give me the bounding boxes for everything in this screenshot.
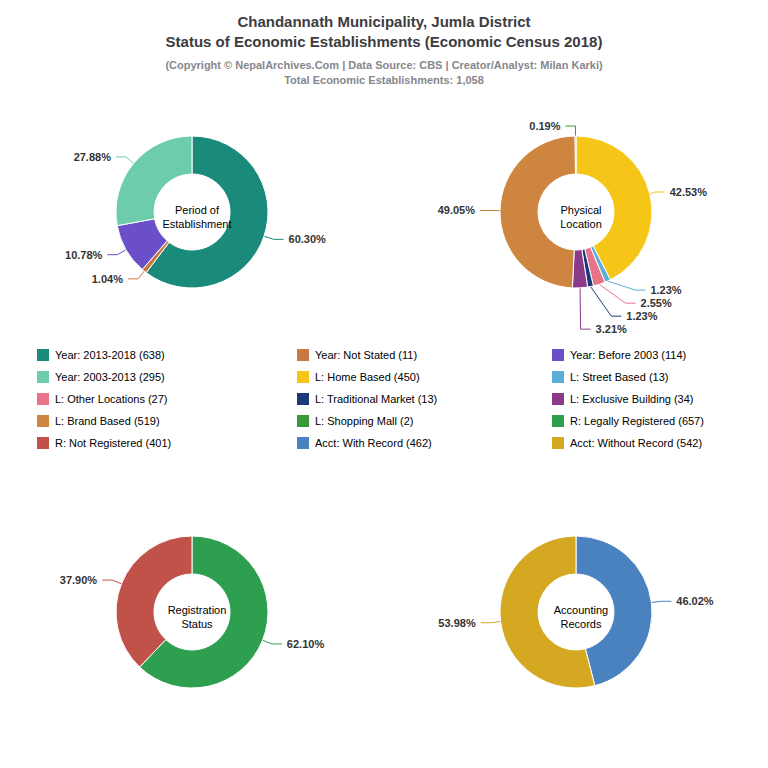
svg-text:Registration: Registration: [168, 604, 227, 616]
svg-text:Location: Location: [560, 218, 602, 230]
svg-text:1.23%: 1.23%: [626, 310, 657, 322]
svg-text:49.05%: 49.05%: [438, 204, 476, 216]
svg-text:Year: Not Stated (11): Year: Not Stated (11): [315, 349, 417, 361]
svg-text:L: Traditional Market (13): L: Traditional Market (13): [315, 393, 437, 405]
svg-text:(Copyright © NepalArchives.Com: (Copyright © NepalArchives.Com | Data So…: [165, 59, 603, 71]
svg-text:Year: 2003-2013 (295): Year: 2003-2013 (295): [55, 371, 165, 383]
svg-text:53.98%: 53.98%: [438, 617, 476, 629]
svg-text:10.78%: 10.78%: [65, 249, 103, 261]
svg-text:3.21%: 3.21%: [596, 323, 627, 335]
svg-text:L: Other Locations (27): L: Other Locations (27): [55, 393, 168, 405]
svg-text:1.04%: 1.04%: [92, 273, 123, 285]
svg-text:0.19%: 0.19%: [529, 120, 560, 132]
svg-text:42.53%: 42.53%: [670, 186, 708, 198]
svg-text:27.88%: 27.88%: [74, 151, 112, 163]
svg-text:L: Shopping Mall (2): L: Shopping Mall (2): [315, 415, 413, 427]
svg-text:46.02%: 46.02%: [676, 595, 714, 607]
svg-text:Status of Economic Establishme: Status of Economic Establishments (Econo…: [166, 33, 603, 50]
svg-text:L: Home Based (450): L: Home Based (450): [315, 371, 420, 383]
svg-text:Acct: Without Record (542): Acct: Without Record (542): [570, 437, 702, 449]
svg-text:37.90%: 37.90%: [60, 574, 98, 586]
svg-text:Chandannath Municipality, Juml: Chandannath Municipality, Jumla District: [237, 13, 530, 30]
svg-text:L: Exclusive Building (34): L: Exclusive Building (34): [570, 393, 694, 405]
svg-text:L: Brand Based (519): L: Brand Based (519): [55, 415, 160, 427]
svg-text:62.10%: 62.10%: [287, 638, 325, 650]
svg-text:Total Economic Establishments:: Total Economic Establishments: 1,058: [284, 74, 484, 86]
svg-text:Year: 2013-2018 (638): Year: 2013-2018 (638): [55, 349, 165, 361]
svg-text:60.30%: 60.30%: [289, 233, 327, 245]
svg-text:R: Legally Registered (657): R: Legally Registered (657): [570, 415, 704, 427]
svg-text:Establishment: Establishment: [162, 218, 231, 230]
svg-text:Status: Status: [181, 618, 213, 630]
svg-text:Accounting: Accounting: [554, 604, 608, 616]
svg-text:1.23%: 1.23%: [650, 284, 681, 296]
svg-text:L: Street Based (13): L: Street Based (13): [570, 371, 668, 383]
svg-text:Acct: With Record (462): Acct: With Record (462): [315, 437, 432, 449]
svg-text:Physical: Physical: [561, 204, 602, 216]
svg-text:Year: Before 2003 (114): Year: Before 2003 (114): [570, 349, 686, 361]
svg-text:Records: Records: [561, 618, 602, 630]
svg-text:2.55%: 2.55%: [641, 297, 672, 309]
svg-text:R: Not Registered (401): R: Not Registered (401): [55, 437, 171, 449]
svg-text:Period of: Period of: [175, 204, 220, 216]
